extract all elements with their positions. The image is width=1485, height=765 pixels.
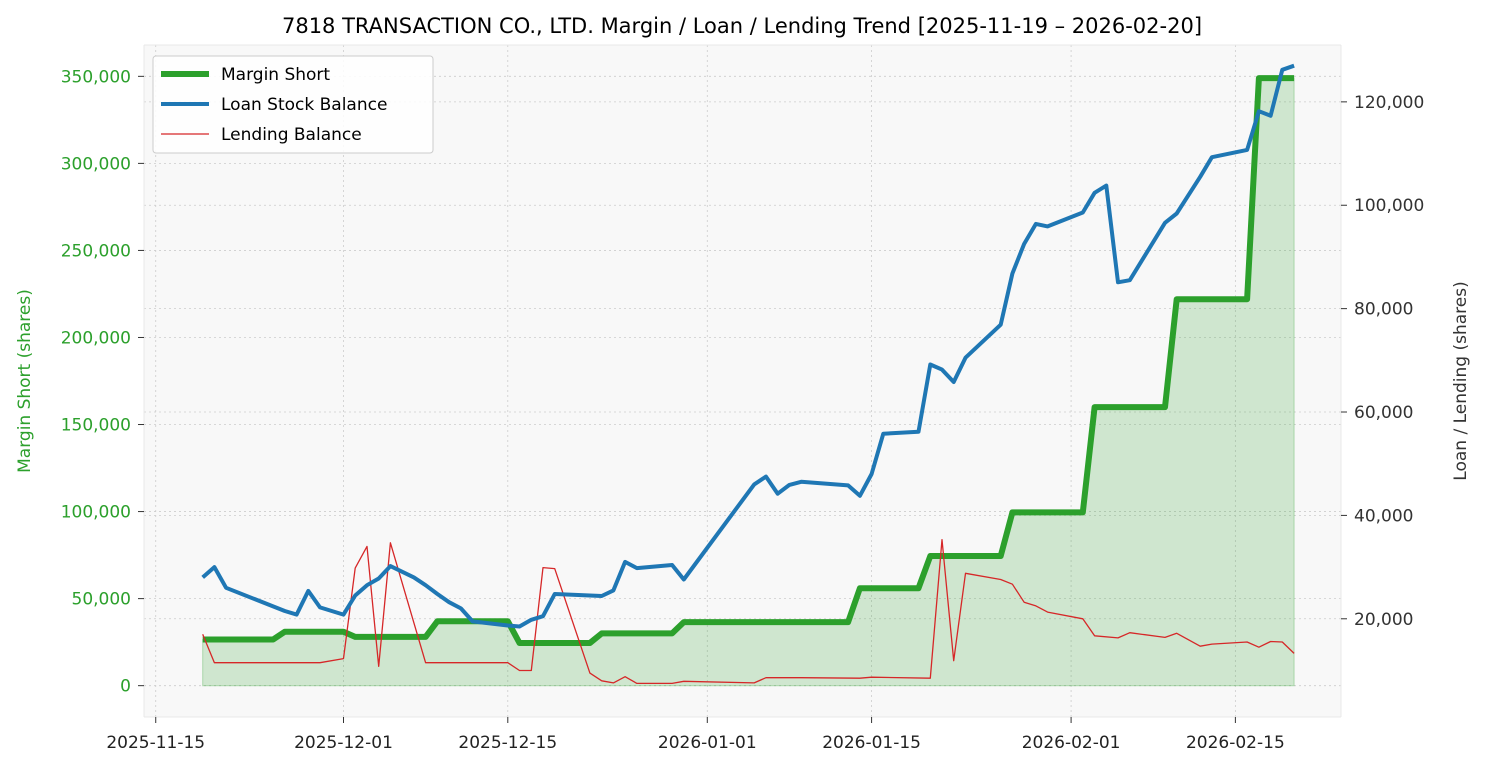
right-tick-label: 60,000 [1354,403,1413,423]
right-tick-label: 40,000 [1354,506,1413,526]
legend-label-lending-balance: Lending Balance [221,125,362,145]
x-tick-label: 2026-01-15 [822,733,921,753]
left-y-ticks: 0 50,000 100,000 150,000 200,000 250,000 300,0… [61,67,144,697]
x-ticks: 2025-11-15 2025-12-01 2025-12-15 2026-01-01… [106,717,1285,753]
left-tick-label: 350,000 [61,67,131,87]
left-tick-label: 300,000 [61,154,131,174]
x-tick-label: 2026-02-01 [1022,733,1121,753]
gridlines [144,45,1341,717]
right-axis-label: Loan / Lending (shares) [1451,281,1471,480]
left-tick-label: 150,000 [61,416,131,436]
legend-label-loan-stock-balance: Loan Stock Balance [221,95,387,115]
x-tick-label: 2026-02-15 [1186,733,1285,753]
x-tick-label: 2026-01-01 [658,733,757,753]
left-tick-label: 100,000 [61,503,131,523]
left-axis-label: Margin Short (shares) [15,289,35,473]
right-tick-label: 80,000 [1354,300,1413,320]
left-tick-label: 250,000 [61,241,131,261]
right-tick-label: 20,000 [1354,610,1413,630]
x-tick-label: 2025-12-01 [294,733,393,753]
margin-short-line [202,75,1295,646]
right-tick-label: 100,000 [1354,196,1424,216]
left-tick-label: 200,000 [61,328,131,348]
left-tick-label: 0 [120,677,131,697]
x-tick-label: 2025-11-15 [106,733,205,753]
series-lines [201,63,1295,685]
legend: Margin Short Loan Stock Balance Lending Ba… [152,55,434,154]
right-tick-label: 120,000 [1354,93,1424,113]
x-tick-label: 2025-12-15 [458,733,557,753]
lending-balance-line [202,539,1295,685]
legend-label-margin-short: Margin Short [221,65,330,85]
chart-title: 7818 TRANSACTION CO., LTD. Margin / Loan… [282,14,1202,38]
loan-stock-balance-line [201,63,1295,629]
legend-box [152,55,434,154]
left-tick-label: 50,000 [72,590,131,610]
right-y-ticks: 20,000 40,000 60,000 80,000 100,000 120,000 [1341,93,1424,630]
